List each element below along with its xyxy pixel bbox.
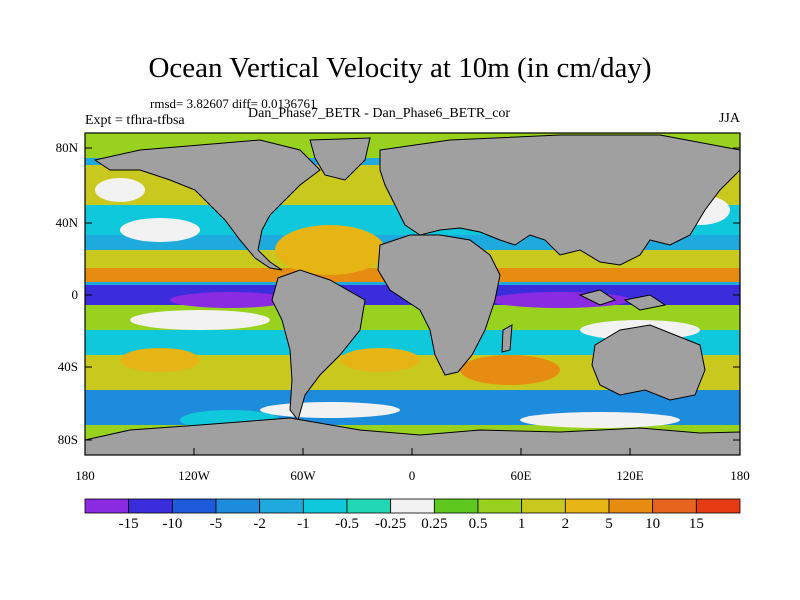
lat-tick-0: 0: [71, 287, 79, 302]
colorbar-swatch: [302, 498, 348, 514]
colorbar-swatch: [695, 498, 741, 514]
expt-label: Expt = tfhra-tfbsa: [85, 113, 185, 128]
lon-tick-60w: 60W: [290, 468, 316, 483]
map-field: [85, 133, 740, 455]
lon-tick-180e: 180: [730, 468, 750, 483]
colorbar-swatch: [259, 498, 304, 514]
colorbar-label: 5: [605, 516, 613, 532]
colorbar-label: 0.25: [421, 516, 448, 532]
colorbar-swatch: [564, 498, 610, 514]
colorbar-label: -2: [253, 516, 266, 532]
lat-tick-40n: 40N: [55, 215, 78, 230]
lon-tick-60e: 60E: [510, 468, 532, 483]
colorbar-swatch: [346, 498, 392, 514]
colorbar-label: 0.5: [468, 516, 488, 532]
colorbar-swatch: [652, 498, 697, 514]
rmsd-diff-stats: rmsd= 3.82607 diff= 0.0136761: [150, 96, 317, 111]
map-title: Ocean Vertical Velocity at 10m (in cm/da…: [148, 52, 652, 84]
colorbar-label: 15: [688, 516, 704, 532]
colorbar-label: 2: [561, 516, 570, 532]
lon-tick-120e: 120E: [616, 468, 644, 483]
colorbar-label: -0.25: [375, 516, 407, 532]
lon-tick-180w: 180: [75, 468, 95, 483]
colorbar-label: -15: [118, 516, 139, 532]
colorbar-swatch: [84, 498, 130, 514]
colorbar-swatch: [433, 498, 479, 514]
lat-tick-80n: 80N: [55, 140, 78, 155]
colorbar-label: -10: [162, 516, 183, 532]
lon-tick-120w: 120W: [178, 468, 210, 483]
axis-ticks: [85, 147, 740, 455]
case-label: Dan_Phase7_BETR - Dan_Phase6_BETR_cor: [248, 106, 511, 121]
colorbar-swatch: [608, 498, 654, 514]
colorbar-label: -0.5: [335, 516, 359, 532]
colorbar-swatch: [521, 498, 566, 514]
colorbar-swatch: [128, 498, 173, 514]
lat-tick-80s: 80S: [57, 432, 78, 447]
land-masses: [85, 134, 740, 455]
colorbar-swatch: [390, 498, 435, 514]
colorbar-label: -5: [209, 516, 223, 532]
lat-tick-40s: 40S: [57, 359, 78, 374]
season-label: JJA: [718, 111, 740, 126]
colorbar-label: 10: [645, 516, 661, 532]
lon-tick-0: 0: [408, 468, 416, 483]
colorbar-swatch: [171, 498, 217, 514]
colorbar-label: -1: [297, 516, 310, 532]
colorbar-label: 1: [517, 516, 526, 532]
colorbar-swatch: [477, 498, 523, 514]
colorbar-swatch: [215, 498, 261, 514]
